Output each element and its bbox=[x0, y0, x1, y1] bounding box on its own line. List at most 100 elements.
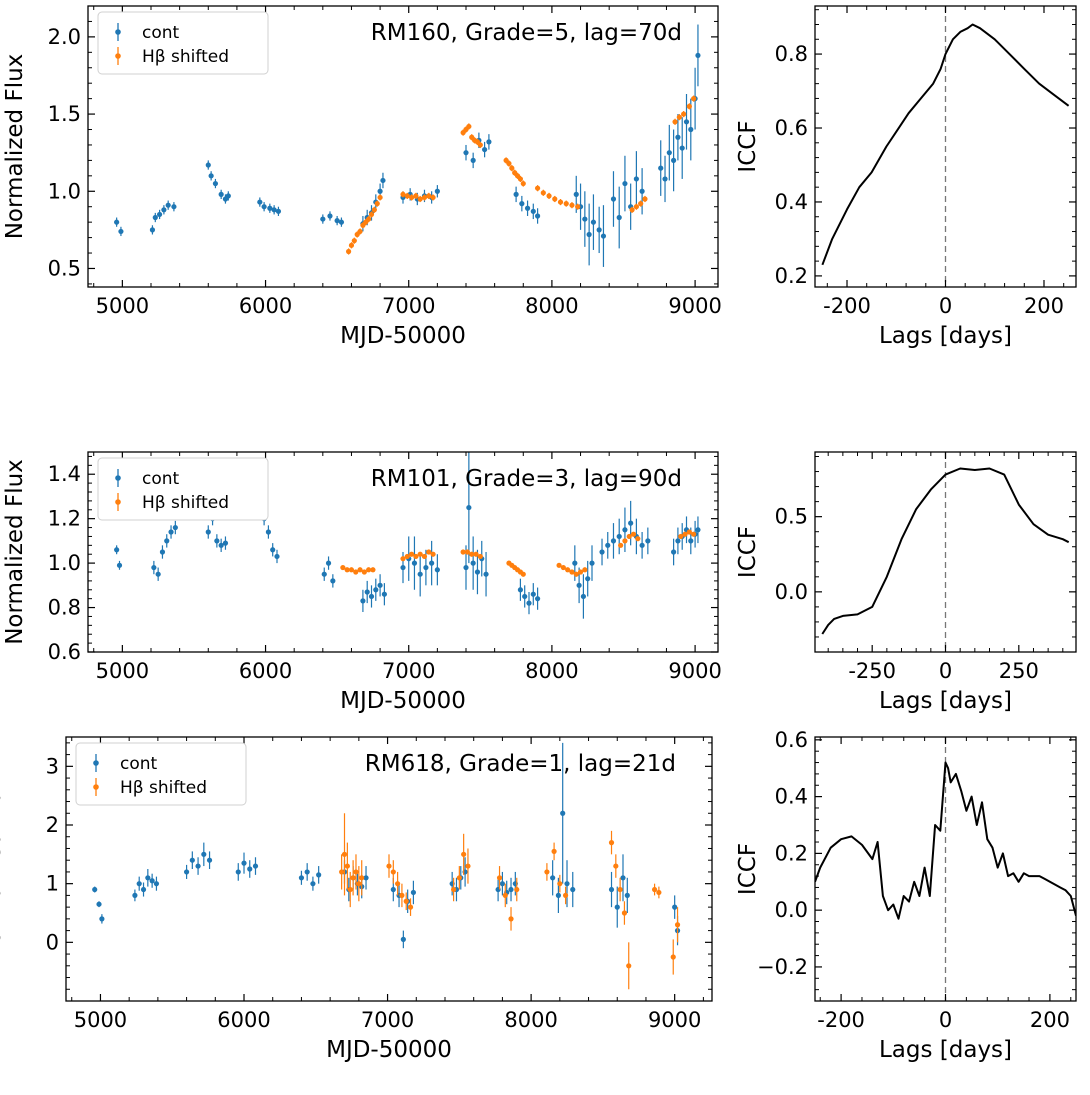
data-point bbox=[477, 142, 483, 148]
plot-area bbox=[821, 6, 1070, 287]
data-point bbox=[136, 881, 142, 887]
data-point bbox=[395, 881, 401, 887]
y-tick-label: −0.2 bbox=[757, 955, 808, 979]
data-point bbox=[563, 201, 569, 207]
legend: cont Hβ shifted bbox=[97, 457, 269, 521]
data-point bbox=[630, 531, 637, 537]
data-point bbox=[155, 571, 161, 577]
data-point bbox=[339, 869, 345, 875]
data-point bbox=[201, 851, 207, 857]
data-point bbox=[429, 560, 435, 566]
data-point bbox=[114, 219, 120, 225]
y-tick-label: 1.4 bbox=[48, 462, 81, 486]
x-tick-label: 250 bbox=[999, 659, 1039, 683]
rm618-lightcurve: 5000 6000 7000 8000 9000 0 1 2 3 MJD-50000 Normali… bbox=[0, 736, 713, 1063]
legend-marker bbox=[115, 499, 121, 505]
y-tick-label: 0.8 bbox=[775, 42, 808, 66]
data-point bbox=[434, 188, 440, 194]
data-point bbox=[404, 553, 410, 560]
data-point bbox=[380, 177, 386, 184]
data-point bbox=[304, 869, 310, 875]
x-tick-label: 8000 bbox=[525, 294, 578, 318]
data-point bbox=[499, 881, 506, 887]
x-tick-label: 7000 bbox=[382, 659, 435, 683]
y-axis-label: ICCF bbox=[735, 120, 761, 172]
data-point bbox=[366, 567, 372, 573]
data-point bbox=[241, 860, 247, 866]
x-tick-label: 6000 bbox=[239, 659, 292, 683]
data-point bbox=[463, 150, 469, 156]
data-point bbox=[411, 560, 418, 566]
data-point bbox=[152, 214, 158, 221]
rm101-lightcurve: 5000 6000 7000 8000 9000 0.6 0.8 1.0 1.2 1.4 MJD-5… bbox=[2, 451, 722, 714]
data-point bbox=[466, 504, 472, 511]
data-point bbox=[357, 567, 363, 573]
data-point bbox=[334, 218, 340, 224]
data-point bbox=[474, 569, 481, 575]
data-point bbox=[519, 201, 525, 207]
data-point bbox=[347, 886, 353, 893]
y-tick-label: 0.8 bbox=[48, 596, 81, 620]
data-point bbox=[678, 533, 684, 540]
data-point bbox=[482, 146, 488, 153]
y-tick-label: 0.5 bbox=[48, 256, 81, 280]
data-point bbox=[348, 567, 355, 573]
x-tick-label: -200 bbox=[817, 1008, 865, 1032]
data-point bbox=[351, 238, 357, 244]
data-point bbox=[114, 547, 120, 553]
data-point bbox=[257, 199, 263, 205]
data-point bbox=[642, 196, 648, 202]
data-point bbox=[534, 596, 541, 602]
data-point bbox=[573, 571, 579, 577]
data-point bbox=[469, 551, 475, 557]
data-point bbox=[461, 851, 467, 857]
y-tick-label: 2.0 bbox=[48, 25, 81, 49]
data-point bbox=[552, 196, 558, 202]
data-point bbox=[506, 160, 512, 167]
data-point bbox=[377, 194, 383, 201]
data-point bbox=[274, 553, 280, 560]
data-point bbox=[247, 866, 253, 872]
data-point bbox=[666, 150, 672, 156]
data-point bbox=[550, 875, 556, 881]
y-tick-label: 1.0 bbox=[48, 551, 81, 575]
data-point bbox=[151, 564, 157, 571]
data-point bbox=[361, 569, 367, 575]
data-point bbox=[465, 863, 471, 869]
data-point bbox=[470, 560, 476, 566]
y-tick-label: 2 bbox=[46, 813, 59, 837]
legend-box bbox=[97, 11, 269, 75]
data-point bbox=[390, 886, 396, 893]
x-axis-label: Lags [days] bbox=[879, 1037, 1012, 1063]
data-point bbox=[271, 207, 277, 213]
iccf-curve bbox=[821, 467, 1070, 635]
legend-marker bbox=[115, 475, 121, 481]
data-point bbox=[410, 889, 417, 896]
x-tick-label: 9000 bbox=[668, 659, 721, 683]
data-point bbox=[569, 569, 575, 575]
data-point bbox=[386, 863, 392, 869]
data-point bbox=[298, 875, 305, 881]
data-point bbox=[608, 840, 615, 846]
data-point bbox=[645, 538, 651, 544]
data-point bbox=[430, 551, 436, 557]
data-point bbox=[589, 560, 595, 566]
iccf-curve bbox=[821, 23, 1070, 266]
x-tick-label: 0 bbox=[939, 659, 952, 683]
data-point bbox=[408, 194, 415, 201]
data-point bbox=[390, 869, 396, 875]
data-point bbox=[417, 551, 423, 557]
data-point bbox=[464, 549, 471, 555]
data-point bbox=[691, 531, 697, 537]
x-tick-label: 5000 bbox=[96, 294, 149, 318]
data-point bbox=[610, 538, 617, 544]
y-tick-label: 0.6 bbox=[775, 116, 808, 140]
x-tick-label: 0 bbox=[939, 1008, 952, 1032]
data-point bbox=[426, 193, 432, 199]
x-tick-label: 8000 bbox=[525, 659, 578, 683]
data-point bbox=[662, 176, 668, 182]
data-point bbox=[370, 567, 376, 573]
data-point bbox=[338, 219, 345, 225]
data-point bbox=[514, 886, 520, 893]
data-point bbox=[569, 202, 575, 208]
